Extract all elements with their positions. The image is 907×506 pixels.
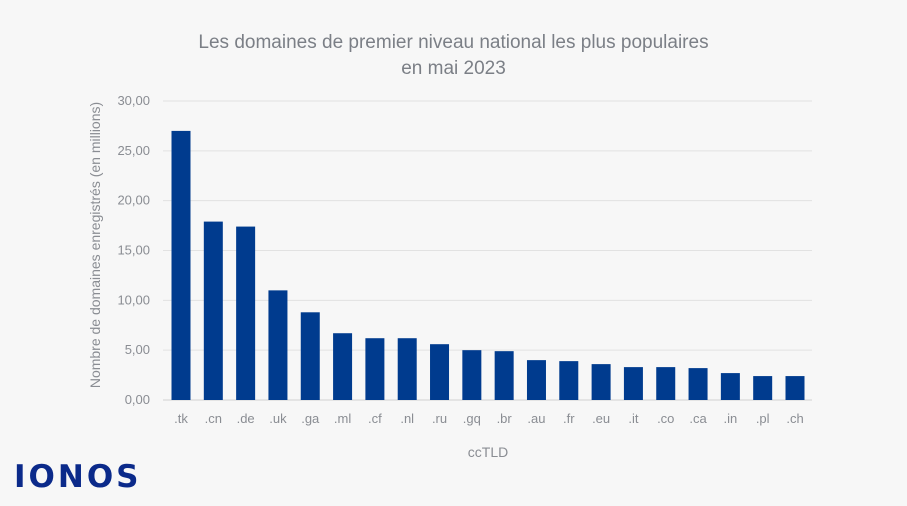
chart-title-line-1: Les domaines de premier niveau national … [198, 32, 709, 53]
y-tick-label: 5,00 [125, 342, 150, 357]
bar-cn [203, 221, 223, 400]
y-tick-label: 30,00 [117, 93, 150, 108]
x-tick-label: .it [628, 411, 639, 426]
bar-pl [753, 376, 773, 400]
bar-it [623, 367, 643, 400]
y-tick-label: 0,00 [125, 392, 150, 407]
bar-cf [365, 338, 385, 400]
x-tick-label: .fr [563, 411, 575, 426]
bar-ca [688, 368, 708, 400]
x-tick-label: .br [497, 411, 513, 426]
y-axis-label: Nombre de domaines enregistrés (en milli… [87, 102, 103, 388]
bar-nl [397, 338, 417, 400]
bar-ch [785, 376, 805, 400]
x-tick-label: .co [657, 411, 674, 426]
x-tick-label: .ch [786, 411, 803, 426]
y-tick-label: 15,00 [117, 243, 150, 258]
x-tick-label: .ca [689, 411, 707, 426]
x-tick-label: .cn [205, 411, 222, 426]
bar-fr [559, 361, 579, 400]
bars [171, 130, 805, 400]
bar-gq [462, 350, 482, 400]
x-axis-label: ccTLD [468, 444, 508, 460]
x-tick-label: .au [527, 411, 545, 426]
bar-in [720, 373, 740, 400]
x-axis-ticks: .tk .cn .de .uk .ga .ml .cf .nl .ru .gq .br .au .fr.… [174, 411, 804, 426]
bar-ru [430, 344, 450, 400]
x-tick-label: .pl [756, 411, 770, 426]
x-tick-label: .in [724, 411, 738, 426]
x-tick-label: .nl [400, 411, 414, 426]
bar-co [656, 367, 676, 400]
bar-ga [300, 312, 320, 400]
ionos-logo: IONOS [14, 459, 142, 495]
x-tick-label: .uk [269, 411, 287, 426]
y-tick-label: 10,00 [117, 292, 150, 307]
x-tick-label: .ml [334, 411, 351, 426]
y-tick-label: 20,00 [117, 193, 150, 208]
x-tick-label: .ru [432, 411, 447, 426]
bar-au [526, 360, 546, 400]
x-tick-label: .cf [368, 411, 382, 426]
y-axis-ticks: 0,00 5,00 10,00 15,00 20,00 25,00 30,00 [117, 93, 150, 407]
chart-title-line-2: en mai 2023 [401, 58, 506, 79]
bar-de [236, 226, 256, 400]
x-tick-label: .ga [301, 411, 320, 426]
bar-ml [333, 333, 353, 400]
bar-br [494, 351, 514, 400]
chart-title: Les domaines de premier niveau national … [0, 30, 907, 82]
bar-tk [171, 130, 191, 400]
x-tick-label: .eu [592, 411, 610, 426]
bar-eu [591, 364, 611, 400]
y-tick-label: 25,00 [117, 143, 150, 158]
x-tick-label: .de [237, 411, 255, 426]
x-tick-label: .tk [174, 411, 188, 426]
grid-lines [163, 100, 812, 401]
bar-uk [268, 290, 288, 400]
x-tick-label: .gq [463, 411, 481, 426]
